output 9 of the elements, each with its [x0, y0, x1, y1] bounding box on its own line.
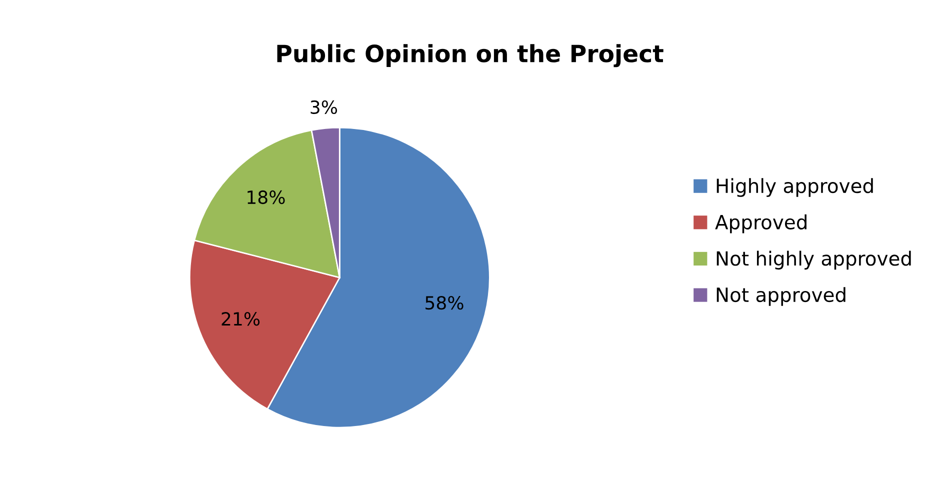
legend-label: Highly approved [716, 178, 873, 197]
legend-label: Approved [715, 214, 806, 234]
data-label: 18% [248, 190, 285, 204]
legend-label: Not highly approved [716, 250, 911, 270]
data-label: 58% [426, 296, 464, 310]
data-label: 21% [222, 312, 260, 326]
legend-label: Not approved [716, 287, 846, 306]
data-label: 3% [310, 100, 338, 114]
chart-title: Public Opinion on the Project [277, 44, 664, 68]
